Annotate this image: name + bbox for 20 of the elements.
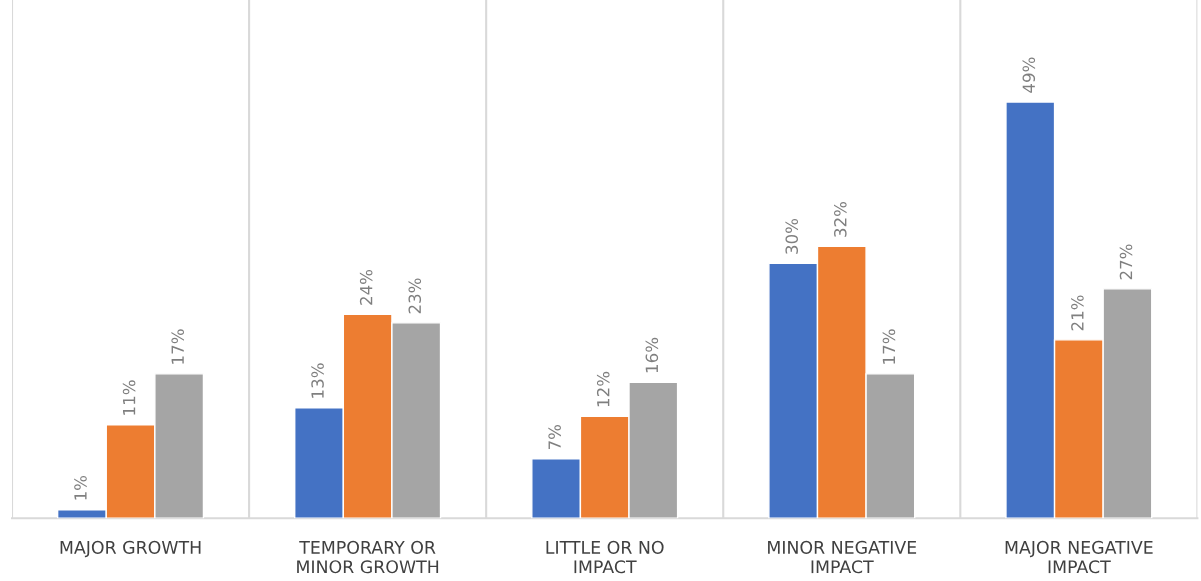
x-tick-label: TEMPORARY OR MINOR GROWTH [297,540,439,574]
data-label: 17% [882,329,896,364]
data-label: 13% [311,363,324,398]
data-label: 21% [1071,295,1084,331]
data-label: 27% [1119,244,1133,280]
data-label: 12% [596,371,610,407]
data-label: 11% [122,380,136,415]
x-tick-label: MAJOR GROWTH [60,540,201,558]
data-label: 49% [1022,57,1036,93]
x-tick-label: MAJOR NEGATIVE IMPACT [1005,540,1153,574]
data-label: 7% [548,424,561,450]
data-label: 32% [834,201,847,237]
data-label: 23% [408,278,422,314]
data-label: 16% [645,337,659,373]
data-label: 24% [359,269,373,305]
data-label: 30% [785,218,799,254]
data-label: 1% [74,475,87,500]
x-tick-label: LITTLE OR NO IMPACT [546,540,664,574]
x-tick-label: MINOR NEGATIVE IMPACT [768,540,917,574]
data-label: 17% [171,329,184,364]
